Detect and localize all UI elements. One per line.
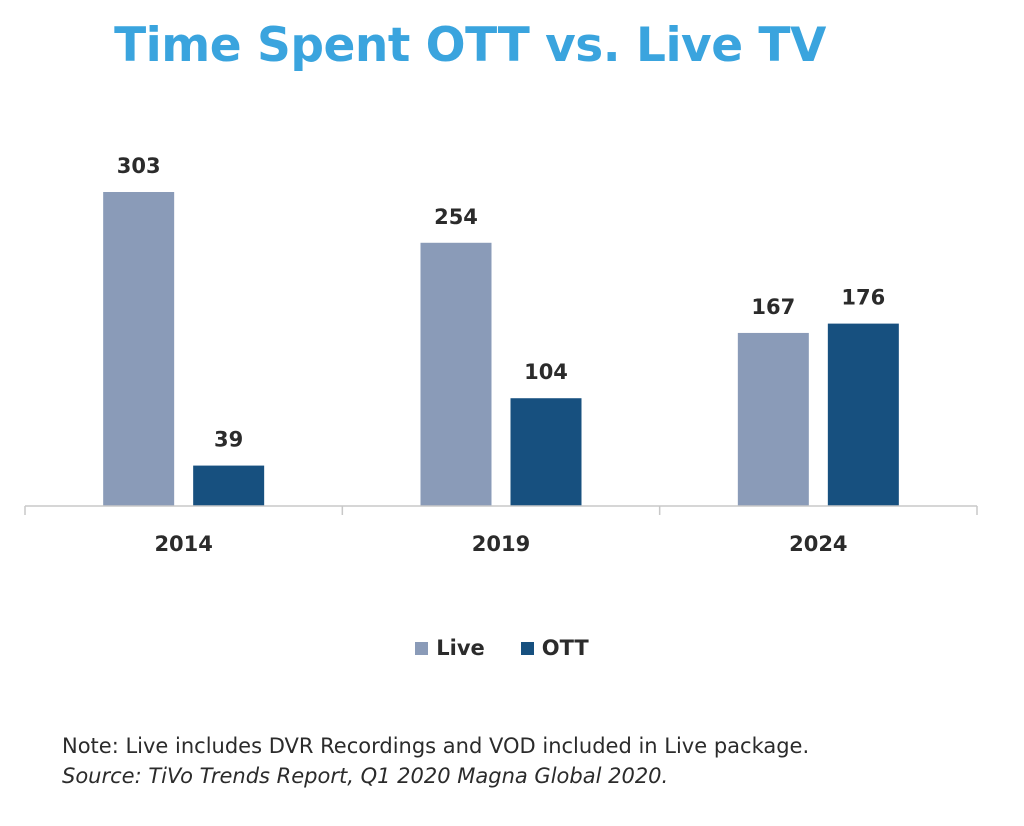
legend-label-live: Live bbox=[436, 636, 485, 660]
bar-ott-2019 bbox=[510, 398, 582, 506]
bar-live-2019 bbox=[420, 242, 492, 507]
bar-ott-2014 bbox=[193, 465, 265, 506]
x-tick-label-2019: 2019 bbox=[472, 532, 530, 556]
data-label-ott-2019: 104 bbox=[524, 360, 568, 384]
bar-ott-2024 bbox=[827, 323, 899, 506]
bar-chart: 303 39 2014 254 104 2019 167 176 2024 bbox=[24, 154, 978, 556]
source-text: Source: TiVo Trends Report, Q1 2020 Magn… bbox=[62, 764, 669, 788]
legend-swatch-ott bbox=[520, 641, 534, 655]
legend-item-live: Live bbox=[415, 636, 485, 660]
bar-live-2024 bbox=[737, 332, 809, 506]
data-label-live-2024: 167 bbox=[751, 295, 795, 319]
legend-swatch-live bbox=[415, 641, 429, 655]
note-text: Note: Live includes DVR Recordings and V… bbox=[62, 734, 810, 758]
chart-legend: Live OTT bbox=[0, 636, 1004, 660]
x-tick-label-2024: 2024 bbox=[789, 532, 847, 556]
legend-item-ott: OTT bbox=[520, 636, 589, 660]
legend-label-ott: OTT bbox=[541, 636, 589, 660]
data-label-ott-2014: 39 bbox=[214, 428, 243, 452]
footnote: Note: Live includes DVR Recordings and V… bbox=[62, 731, 809, 791]
data-label-live-2014: 303 bbox=[117, 154, 161, 178]
data-label-live-2019: 254 bbox=[434, 205, 478, 229]
chart-title: Time Spent OTT vs. Live TV bbox=[114, 18, 826, 73]
x-tick-label-2014: 2014 bbox=[154, 532, 212, 556]
data-label-ott-2024: 176 bbox=[841, 286, 885, 310]
bar-live-2014 bbox=[103, 192, 175, 506]
